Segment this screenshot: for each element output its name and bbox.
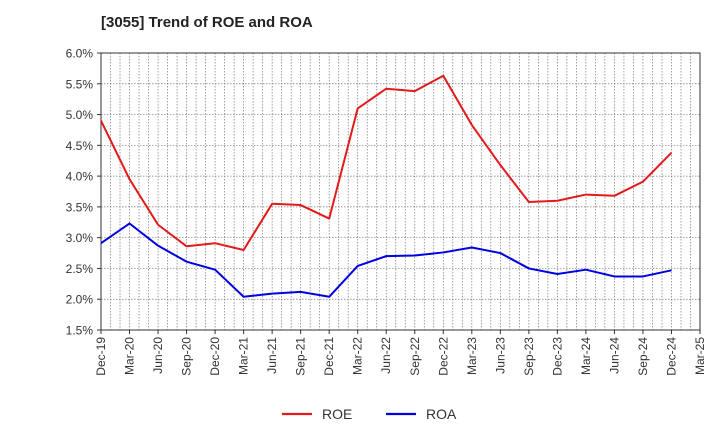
x-tick-label: Mar-20 xyxy=(123,337,137,375)
series-layer xyxy=(100,74,673,298)
x-tick-label: Sep-20 xyxy=(180,337,194,376)
plot-area xyxy=(101,53,700,330)
y-tick-label: 3.5% xyxy=(66,200,94,214)
x-tick-label: Sep-22 xyxy=(408,337,422,376)
x-tick-label: Dec-23 xyxy=(550,337,564,376)
x-tick-label: Jun-22 xyxy=(379,337,393,374)
x-tick-label: Mar-22 xyxy=(351,337,365,375)
x-tick-label: Jun-23 xyxy=(493,337,507,374)
x-tick-label: Jun-21 xyxy=(265,337,279,374)
y-tick-label: 2.5% xyxy=(66,262,94,276)
x-tick-label: Jun-24 xyxy=(607,337,621,374)
series-line-roa xyxy=(100,222,672,298)
series-line-roe xyxy=(100,74,673,251)
x-tick-label: Dec-21 xyxy=(322,337,336,376)
x-tick-label: Dec-24 xyxy=(664,337,678,376)
x-tick-label: Sep-21 xyxy=(294,337,308,376)
x-tick-label: Mar-21 xyxy=(237,337,251,375)
x-tick-label: Sep-24 xyxy=(636,337,650,376)
grid-layer xyxy=(101,53,700,330)
x-tick-label: Dec-19 xyxy=(94,337,108,376)
legend: ROE ROA xyxy=(282,406,457,422)
y-tick-label: 3.0% xyxy=(66,231,94,245)
y-tick-label: 6.0% xyxy=(66,47,94,61)
x-tick-label: Jun-20 xyxy=(151,337,165,374)
x-tick-label: Mar-24 xyxy=(579,337,593,375)
y-tick-label: 5.0% xyxy=(66,108,94,122)
legend-label-roa: ROA xyxy=(426,406,457,422)
y-tick-label: 2.0% xyxy=(66,293,94,307)
x-tick-label: Mar-23 xyxy=(465,337,479,375)
x-tick-label: Sep-23 xyxy=(522,337,536,376)
x-tick-label: Dec-20 xyxy=(208,337,222,376)
plot-frame xyxy=(100,52,701,331)
y-tick-label: 4.0% xyxy=(66,170,94,184)
y-tick-label: 4.5% xyxy=(66,139,94,153)
axis-layer: 1.5% 2.0% 2.5% 3.0% 3.5% 4.0% 4.5% 5.0% 5.5% 6.0%… xyxy=(66,47,707,376)
legend-label-roe: ROE xyxy=(322,406,352,422)
x-tick-label: Dec-22 xyxy=(436,337,450,376)
x-tick-label: Mar-25 xyxy=(693,337,707,375)
y-tick-label: 1.5% xyxy=(66,324,94,338)
chart-title: [3055] Trend of ROE and ROA xyxy=(101,14,313,31)
y-tick-label: 5.5% xyxy=(66,77,94,91)
